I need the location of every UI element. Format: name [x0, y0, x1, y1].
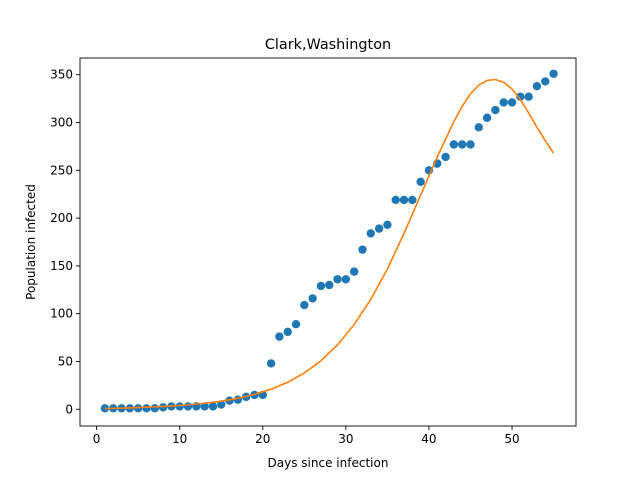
data-point [507, 98, 517, 107]
data-point [217, 400, 226, 409]
data-point [408, 195, 417, 205]
y-tick-label: 0 [65, 402, 73, 416]
fit-line [104, 78, 555, 410]
data-point [374, 224, 384, 233]
axes: 0 10 20 30 40 50 0 50 100 150 200 250 300 350 [50, 57, 577, 446]
data-point [549, 69, 558, 78]
data-point [300, 300, 309, 310]
plot-area [100, 69, 558, 413]
y-axis-title: Population infected [24, 184, 38, 300]
data-point [499, 98, 508, 107]
y-tick-label: 350 [50, 68, 73, 82]
data-point [474, 123, 483, 132]
data-point [158, 403, 168, 412]
y-tick-label: 150 [50, 259, 73, 273]
data-point [491, 105, 500, 115]
data-point [266, 359, 276, 368]
x-tick-label: 0 [93, 432, 101, 446]
data-point [142, 404, 151, 413]
y-tick-label: 50 [58, 354, 73, 368]
data-point [308, 294, 317, 303]
x-tick-label: 50 [504, 432, 519, 446]
data-point [482, 113, 492, 122]
data-point [175, 402, 184, 411]
data-point [200, 402, 209, 411]
data-point [316, 281, 326, 291]
data-point [383, 220, 392, 229]
data-point [325, 280, 334, 290]
data-point [532, 82, 542, 91]
data-point [349, 267, 359, 276]
data-point [391, 195, 400, 205]
data-point [541, 77, 550, 86]
plot-frame [79, 57, 577, 427]
chart-title: Clark,Washington [265, 37, 391, 53]
data-point [150, 404, 159, 413]
data-point [441, 152, 450, 162]
x-tick-label: 30 [338, 432, 353, 446]
data-point [341, 275, 351, 284]
data-point [275, 332, 284, 341]
x-tick-label: 40 [421, 432, 436, 446]
y-tick-label: 100 [50, 307, 73, 321]
data-point [457, 140, 467, 149]
data-point [416, 177, 425, 186]
data-point [333, 275, 342, 284]
x-tick-label: 20 [255, 432, 270, 446]
data-point [291, 320, 301, 329]
data-point [366, 229, 375, 238]
data-point [183, 402, 193, 411]
y-tick-label: 200 [50, 211, 73, 225]
data-point [399, 195, 409, 205]
y-tick-label: 250 [50, 163, 73, 177]
data-point [449, 140, 459, 149]
data-point [466, 140, 475, 149]
data-point [358, 245, 367, 254]
data-point [283, 327, 292, 337]
y-tick-label: 300 [50, 116, 73, 130]
data-point [524, 92, 533, 101]
x-axis-title: Days since infection [268, 456, 389, 470]
x-tick-label: 10 [172, 432, 187, 446]
data-point [208, 402, 218, 411]
data-point [516, 92, 525, 101]
